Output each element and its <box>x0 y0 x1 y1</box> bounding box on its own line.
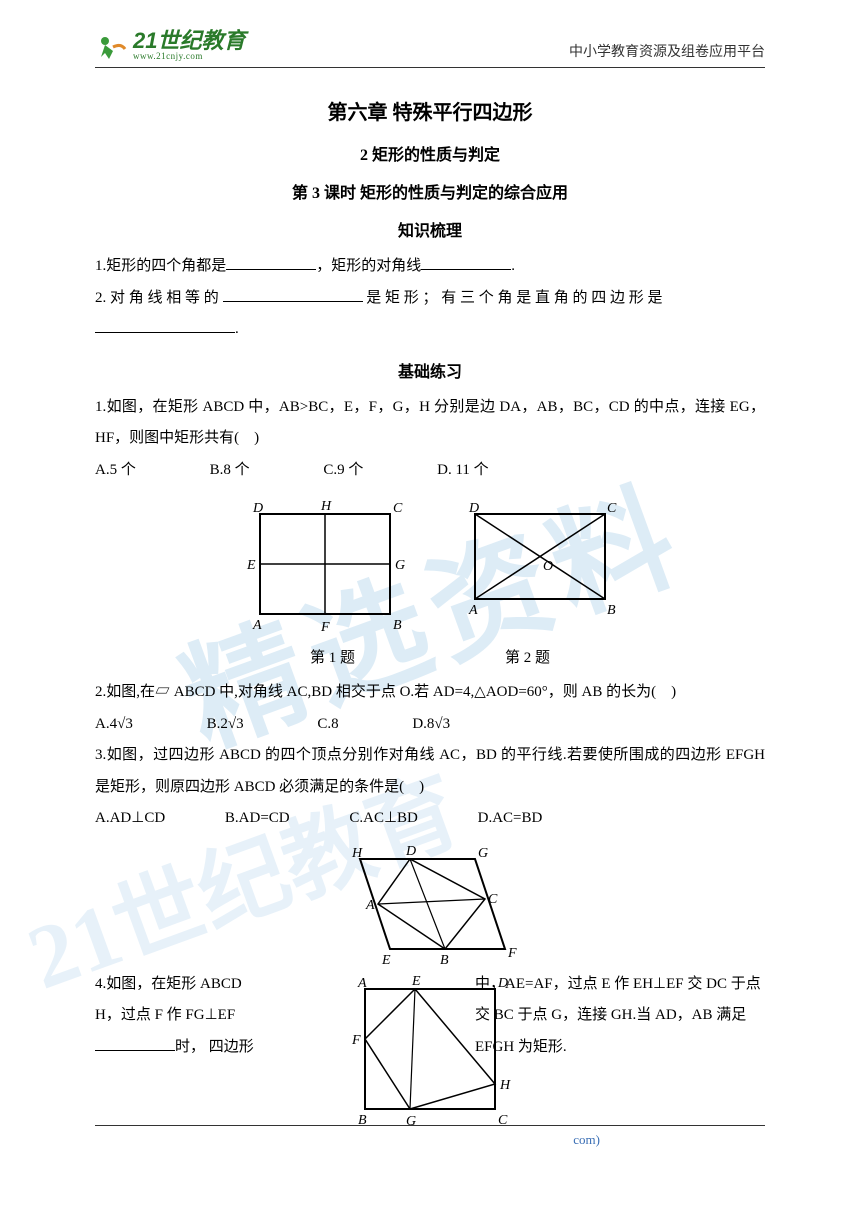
z1b: ，矩形的对角线 <box>316 258 421 274</box>
lesson-title: 第 3 课时 矩形的性质与判定的综合应用 <box>95 179 765 203</box>
svg-text:H: H <box>320 499 332 514</box>
logo-text: 21世纪教育 <box>133 30 245 52</box>
q4-l2a: H，过点 F 作 FG⊥EF <box>95 1000 275 1032</box>
zhishi-line1: 1.矩形的四个角都是 ，矩形的对角线. <box>95 251 765 283</box>
q2-opt-c: C.8 <box>317 709 338 741</box>
header-right-text: 中小学教育资源及组卷应用平台 <box>569 41 765 61</box>
logo: 21世纪教育 www.21cnjy.com <box>95 30 245 61</box>
blank-1 <box>226 255 316 270</box>
page-header: 21世纪教育 www.21cnjy.com 中小学教育资源及组卷应用平台 <box>95 30 765 68</box>
q4-row1: 4.如图，在矩形 ABCD 中，AE=AF，过点 E 作 EH⊥EF 交 DC … <box>95 969 765 1001</box>
q4-l3mid: 时， 四边形 <box>175 1039 254 1055</box>
q1-options: A.5 个 B.8 个 C.9 个 D. 11 个 <box>95 455 765 487</box>
svg-text:E: E <box>246 558 256 573</box>
fig1-caption: 第 1 题 <box>310 646 355 667</box>
svg-text:C: C <box>498 1113 508 1128</box>
svg-text:B: B <box>440 953 449 968</box>
q3-opt-c: C.AC⊥BD <box>349 803 418 835</box>
svg-text:O: O <box>543 559 553 574</box>
q2-opt-d: D.8√3 <box>412 709 450 741</box>
zhishi-line2: 2. 对 角 线 相 等 的 是 矩 形 ； 有 三 个 角 是 直 角 的 四… <box>95 283 765 315</box>
q2-stem: 2.如图,在▱ ABCD 中,对角线 AC,BD 相交于点 O.若 AD=4,△… <box>95 677 765 709</box>
svg-text:G: G <box>478 846 488 861</box>
page: 21世纪教育 www.21cnjy.com 中小学教育资源及组卷应用平台 第六章… <box>0 0 860 1149</box>
z1a: 1.矩形的四个角都是 <box>95 258 226 274</box>
svg-text:D: D <box>405 844 416 859</box>
svg-text:C: C <box>393 501 403 516</box>
svg-text:E: E <box>381 953 391 968</box>
q3-options: A.AD⊥CD B.AD=CD C.AC⊥BD D.AC=BD <box>95 803 765 835</box>
figure-captions-1: 第 1 题 第 2 题 <box>95 646 765 667</box>
svg-text:A: A <box>252 618 262 633</box>
svg-text:F: F <box>320 620 330 635</box>
zhishi-heading: 知识梳理 <box>95 217 765 241</box>
q4-l3a: 时， 四边形 <box>95 1032 275 1064</box>
q1-opt-d: D. 11 个 <box>437 455 489 487</box>
svg-text:A: A <box>468 603 478 618</box>
q3-opt-b: B.AD=CD <box>225 803 290 835</box>
figure-2: D C A B O <box>455 494 625 624</box>
blank-5 <box>95 1036 175 1051</box>
z1c: . <box>511 258 515 274</box>
blank-3 <box>223 287 363 302</box>
q4-l2b: 交 BC 于点 G，连接 GH.当 AD，AB 满足 <box>475 1000 765 1032</box>
q4-l1b: 中，AE=AF，过点 E 作 EH⊥EF 交 DC 于点 <box>475 969 765 1001</box>
svg-text:C: C <box>607 501 617 516</box>
q1-opt-b: B.8 个 <box>210 455 250 487</box>
svg-text:B: B <box>393 618 402 633</box>
z2b: 是 矩 形 ； 有 三 个 角 是 直 角 的 四 边 形 是 <box>363 290 663 306</box>
q4-l1a: 4.如图，在矩形 ABCD <box>95 969 275 1001</box>
logo-icon <box>95 31 129 61</box>
q4-row3: 时， 四边形 EFGH 为矩形. <box>95 1032 765 1064</box>
chapter-title: 第六章 特殊平行四边形 <box>95 96 765 125</box>
z2a: 2. 对 角 线 相 等 的 <box>95 290 223 306</box>
section-title: 2 矩形的性质与判定 <box>95 141 765 165</box>
z2c: . <box>235 321 239 337</box>
svg-text:D: D <box>252 501 263 516</box>
svg-text:D: D <box>468 501 479 516</box>
figure-row-1: D H C E G A F B D C A B O <box>95 494 765 644</box>
q3-opt-d: D.AC=BD <box>478 803 543 835</box>
q3-stem: 3.如图，过四边形 ABCD 的四个顶点分别作对角线 AC，BD 的平行线.若要… <box>95 740 765 803</box>
q1-opt-a: A.5 个 <box>95 455 136 487</box>
figure-3: H D G A C E B F <box>330 839 530 969</box>
logo-url: www.21cnjy.com <box>133 52 245 61</box>
svg-text:G: G <box>406 1114 416 1129</box>
blank-2 <box>421 255 511 270</box>
q3-opt-a: A.AD⊥CD <box>95 803 165 835</box>
svg-text:F: F <box>507 946 517 961</box>
svg-text:B: B <box>358 1113 367 1128</box>
jichu-heading: 基础练习 <box>95 358 765 382</box>
svg-text:B: B <box>607 603 616 618</box>
fig2-caption: 第 2 题 <box>505 646 550 667</box>
q1-stem: 1.如图，在矩形 ABCD 中，AB>BC，E，F，G，H 分别是边 DA，AB… <box>95 392 765 455</box>
q2-options: A.4√3 B.2√3 C.8 D.8√3 <box>95 709 765 741</box>
q4-l3b: EFGH 为矩形. <box>475 1032 765 1064</box>
svg-text:G: G <box>395 558 405 573</box>
q1-opt-c: C.9 个 <box>323 455 363 487</box>
q2-opt-b: B.2√3 <box>207 709 244 741</box>
svg-text:H: H <box>351 846 363 861</box>
blank-4 <box>95 318 235 333</box>
q2-opt-a: A.4√3 <box>95 709 133 741</box>
q4-row2: H，过点 F 作 FG⊥EF 交 BC 于点 G，连接 GH.当 AD，AB 满… <box>95 1000 765 1032</box>
figure-1: D H C E G A F B <box>235 494 415 644</box>
zhishi-line3: . <box>95 314 765 346</box>
svg-text:C: C <box>488 892 498 907</box>
svg-text:H: H <box>499 1078 511 1093</box>
svg-text:A: A <box>365 898 375 913</box>
